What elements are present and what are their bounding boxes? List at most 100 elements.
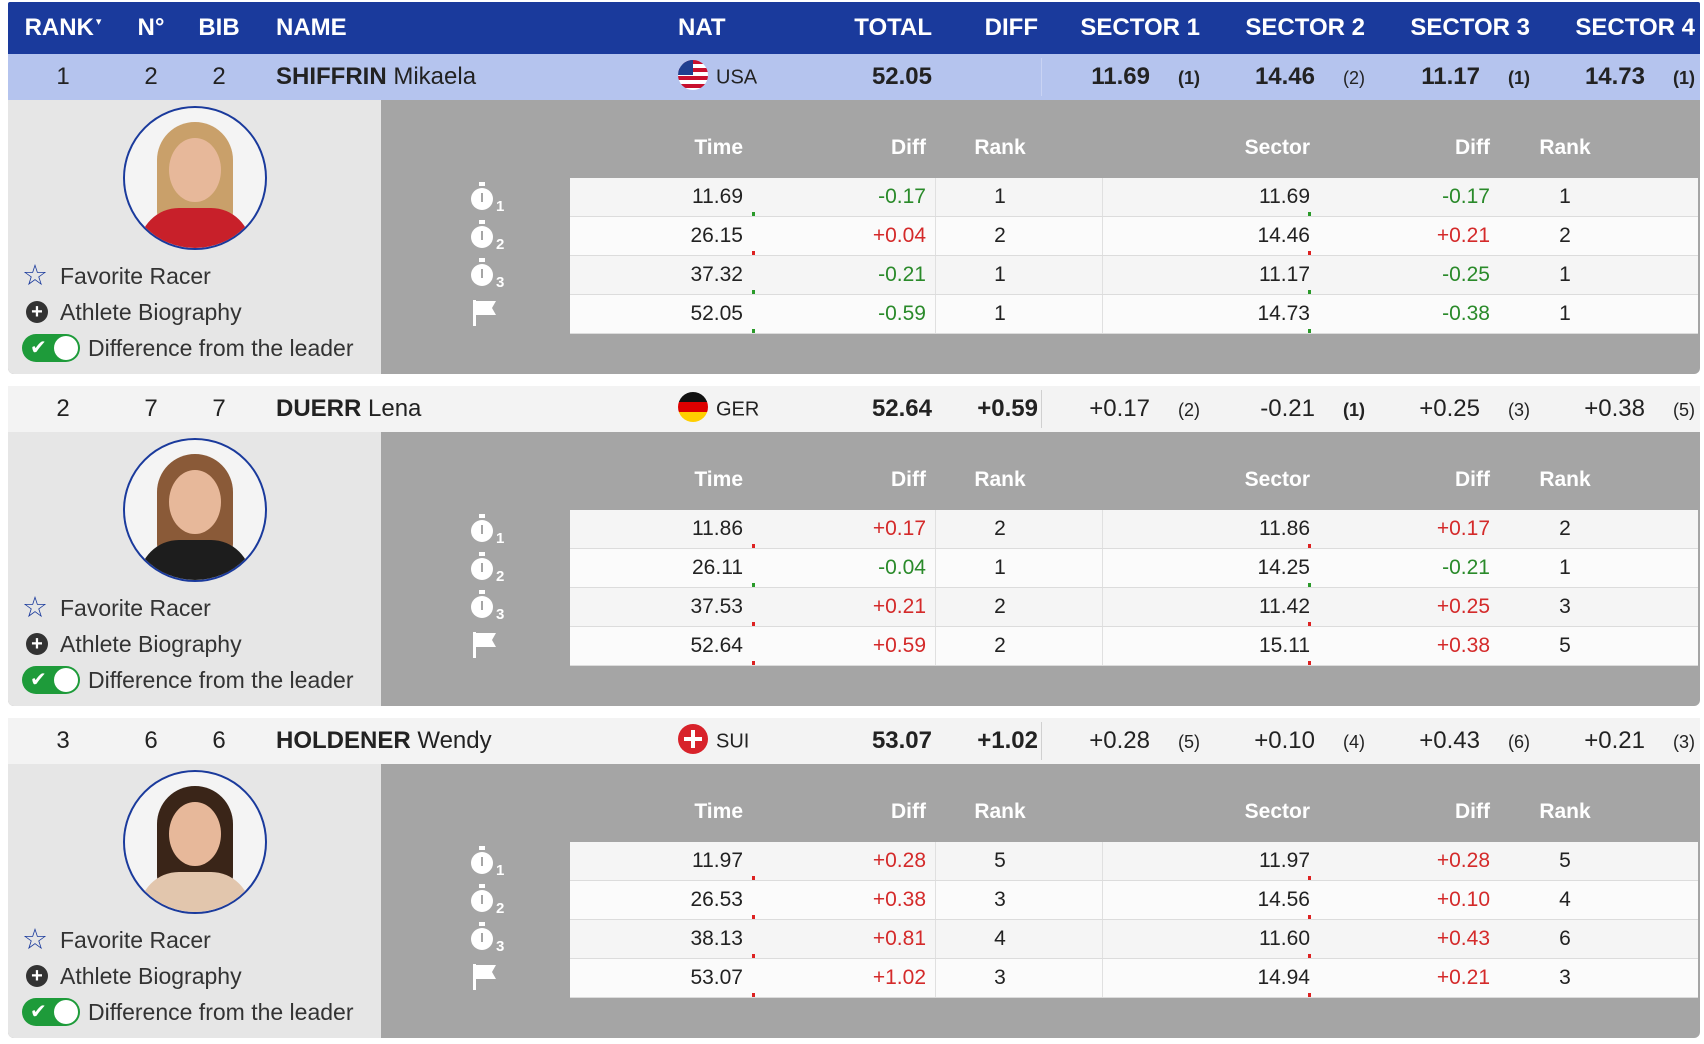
athlete-biography-link[interactable]: + Athlete Biography [22, 294, 354, 330]
athlete-biography-link[interactable]: + Athlete Biography [22, 626, 354, 662]
split-time: 52.64 [690, 634, 743, 657]
avatar[interactable] [123, 438, 267, 582]
split-rank: 1 [994, 185, 1006, 208]
sector-diff: -0.38 [1442, 302, 1490, 325]
sector-rank: (1) [1178, 68, 1200, 88]
sector-rank-value: 3 [1559, 595, 1571, 618]
header-nat[interactable]: NAT [678, 14, 726, 41]
racer-sector-3: 11.17 (1) [1378, 54, 1530, 100]
split-row: 52.05 -0.59 1 14.73 -0.38 1 [570, 295, 1698, 334]
header-rank[interactable]: RANK ▾ [8, 2, 118, 54]
split-rank: 5 [994, 849, 1006, 872]
sector-time: 14.25 [1257, 556, 1310, 579]
favorite-label: Favorite Racer [60, 927, 211, 953]
racer-firstname: Lena [368, 395, 422, 422]
col-sector-header: Sector [1244, 800, 1310, 823]
column-divider [1102, 217, 1103, 255]
racer-surname: DUERR [276, 395, 362, 422]
column-divider [1102, 588, 1103, 626]
sector-rank: (2) [1178, 400, 1200, 420]
racer-no: 7 [144, 395, 158, 422]
col-sector-diff-header: Diff [1455, 800, 1490, 823]
split-number: 2 [496, 236, 505, 253]
athlete-biography-link[interactable]: + Athlete Biography [22, 958, 354, 994]
split-number: 2 [496, 900, 505, 917]
racer-total: 53.07 [871, 727, 932, 754]
split-rank: 2 [994, 595, 1006, 618]
split-row: 11.69 -0.17 1 11.69 -0.17 1 [570, 178, 1698, 217]
column-divider [1102, 842, 1103, 880]
avatar-body [139, 872, 251, 912]
stopwatch-icon [471, 884, 493, 912]
column-divider [935, 920, 936, 958]
favorite-racer-link[interactable]: ☆ Favorite Racer [22, 922, 354, 958]
table-header: RANK ▾ N° BIB NAME NAT TOTAL DIFF SECTOR … [8, 2, 1700, 54]
split-row: 11.97 +0.28 5 11.97 +0.28 5 [570, 842, 1698, 881]
country-flag-icon [678, 59, 708, 90]
sector-rank-value: 1 [1559, 302, 1571, 325]
toggle-switch-icon: ✔ [22, 666, 80, 694]
col-sector-header: Sector [1244, 468, 1310, 491]
stopwatch-icon [471, 552, 493, 580]
racer-sector-2: +0.10 (4) [1213, 718, 1365, 764]
stopwatch-icon-2: 2 [463, 884, 505, 917]
sector-rank-value: 5 [1559, 849, 1571, 872]
split-row: 38.13 +0.81 4 11.60 +0.43 6 [570, 920, 1698, 959]
difference-label: Difference from the leader [88, 999, 354, 1025]
difference-toggle[interactable]: ✔ Difference from the leader [22, 994, 354, 1030]
column-divider [1102, 549, 1103, 587]
sector-diff-marker [1308, 329, 1311, 333]
split-rank: 3 [994, 966, 1006, 989]
sector-diff: +0.17 [1436, 517, 1490, 540]
sector-rank: (3) [1673, 732, 1695, 752]
column-divider [935, 842, 936, 880]
column-divider [935, 881, 936, 919]
racer-row[interactable]: 3 6 6 HOLDENER Wendy SUI 53.07 +1.02 +0.28 (5) +0… [8, 718, 1700, 764]
header-name[interactable]: NAME [276, 14, 347, 41]
racer-profile: ☆ Favorite Racer + Athlete Biography ✔ Differ… [8, 432, 381, 706]
racer-profile: ☆ Favorite Racer + Athlete Biography ✔ Differ… [8, 764, 381, 1038]
racer-bib: 6 [212, 727, 226, 754]
racer-row[interactable]: 2 7 7 DUERR Lena GER 52.64 +0.59 +0.17 (2) -0.21 (… [8, 386, 1700, 432]
sector-diff: +0.25 [1436, 595, 1490, 618]
racer-name[interactable]: HOLDENER Wendy [276, 718, 656, 764]
racer-row[interactable]: 1 2 2 SHIFFRIN Mikaela USA 52.05 11.69 (1) 14.46… [8, 54, 1700, 100]
difference-toggle[interactable]: ✔ Difference from the leader [22, 330, 354, 366]
difference-toggle[interactable]: ✔ Difference from the leader [22, 662, 354, 698]
racer-no: 2 [144, 63, 158, 90]
sector-value: +0.38 [1584, 395, 1645, 422]
split-row: 11.86 +0.17 2 11.86 +0.17 2 [570, 510, 1698, 549]
header-sector-4[interactable]: SECTOR 4 [1575, 14, 1695, 41]
racer-name[interactable]: DUERR Lena [276, 386, 656, 432]
split-diff: +0.17 [872, 517, 926, 540]
col-diff-header: Diff [891, 136, 926, 159]
header-total[interactable]: TOTAL [854, 14, 932, 41]
header-diff[interactable]: DIFF [984, 14, 1038, 41]
header-sector-2[interactable]: SECTOR 2 [1245, 14, 1365, 41]
sector-diff-marker [1308, 661, 1311, 665]
header-bib[interactable]: BIB [198, 14, 240, 41]
stopwatch-icon [471, 922, 493, 950]
racer-sector-2: 14.46 (2) [1213, 54, 1365, 100]
sector-value: 14.46 [1254, 63, 1315, 90]
avatar[interactable] [123, 770, 267, 914]
split-diff: +0.21 [872, 595, 926, 618]
sector-rank: (3) [1508, 400, 1530, 420]
favorite-racer-link[interactable]: ☆ Favorite Racer [22, 258, 354, 294]
sector-diff: -0.17 [1442, 185, 1490, 208]
stopwatch-icon [471, 182, 493, 210]
country-flag-icon [678, 391, 708, 422]
split-diff: -0.59 [878, 302, 926, 325]
sector-rank-value: 2 [1559, 224, 1571, 247]
racer-name[interactable]: SHIFFRIN Mikaela [276, 54, 656, 100]
plus-circle-icon: + [26, 633, 48, 655]
diff-marker [752, 544, 755, 548]
avatar[interactable] [123, 106, 267, 250]
header-sector-1[interactable]: SECTOR 1 [1080, 14, 1200, 41]
header-sector-3[interactable]: SECTOR 3 [1410, 14, 1530, 41]
racer-detail: ☆ Favorite Racer + Athlete Biography ✔ Differ… [8, 764, 1700, 1038]
sector-rank-value: 6 [1559, 927, 1571, 950]
header-no[interactable]: N° [137, 14, 165, 41]
favorite-racer-link[interactable]: ☆ Favorite Racer [22, 590, 354, 626]
racer-sector-4: +0.38 (5) [1543, 386, 1695, 432]
